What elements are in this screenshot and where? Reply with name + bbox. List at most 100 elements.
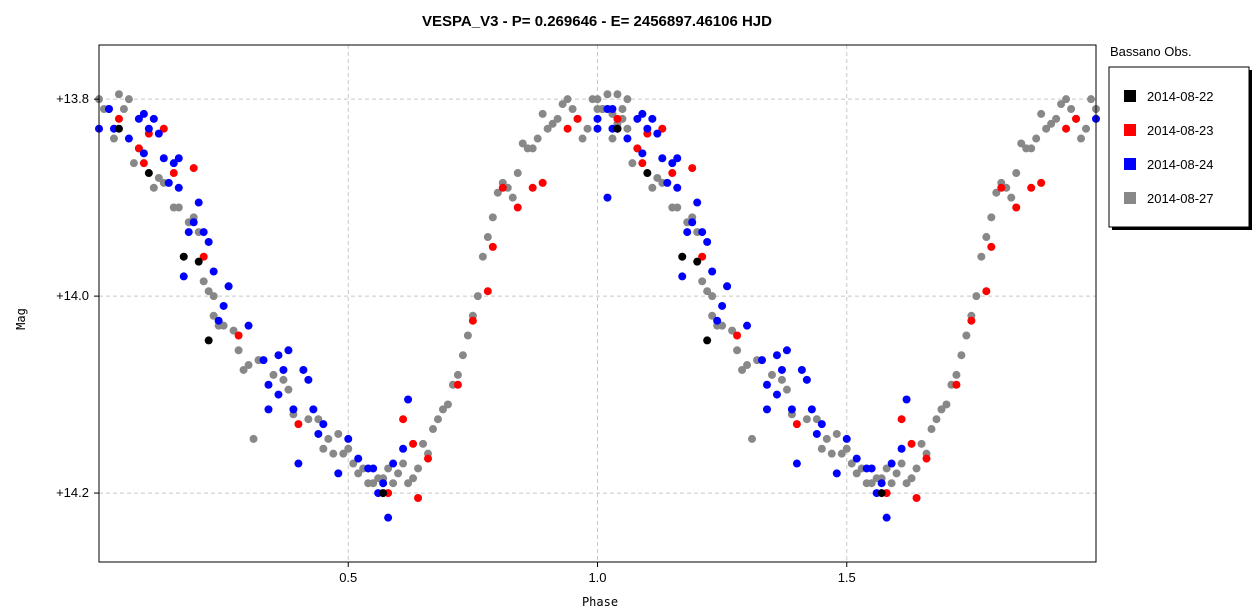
data-point <box>394 469 403 478</box>
data-point <box>688 218 697 227</box>
x-axis-label: Phase <box>582 595 618 609</box>
data-point <box>199 252 208 261</box>
data-point <box>114 90 123 99</box>
data-point <box>603 90 612 99</box>
data-point <box>199 228 208 237</box>
data-point <box>264 380 273 389</box>
data-point <box>882 464 891 473</box>
data-point <box>708 311 717 320</box>
data-point <box>613 90 622 99</box>
data-point <box>847 459 856 468</box>
legend-entry-label: 2014-08-22 <box>1147 89 1214 104</box>
data-point <box>812 415 821 424</box>
data-point <box>733 346 742 355</box>
data-point <box>428 425 437 434</box>
data-point <box>668 169 677 178</box>
data-point <box>593 114 602 123</box>
data-point <box>927 425 936 434</box>
data-point <box>443 400 452 409</box>
data-point <box>309 405 318 414</box>
data-point <box>159 124 168 133</box>
y-tick-label: +14.2 <box>56 485 89 500</box>
data-point <box>214 316 223 325</box>
data-point <box>458 351 467 360</box>
data-point <box>897 444 906 453</box>
data-point <box>174 183 183 192</box>
data-point <box>1007 193 1016 202</box>
data-point <box>633 114 642 123</box>
data-point <box>169 159 178 168</box>
data-point <box>179 272 188 281</box>
data-point <box>234 346 243 355</box>
data-point <box>1027 144 1036 153</box>
data-point <box>478 252 487 261</box>
data-point <box>279 375 288 384</box>
data-point <box>743 321 752 330</box>
data-point <box>219 301 228 310</box>
data-point <box>433 415 442 424</box>
data-point <box>683 228 692 237</box>
data-point <box>109 134 118 143</box>
data-point <box>1067 105 1076 114</box>
data-point <box>239 365 248 374</box>
axis-ticks: 0.5 1.0 1.5 +13.8 +14.0 +14.2 <box>56 91 856 585</box>
data-point <box>673 154 682 163</box>
data-point <box>294 459 303 468</box>
series-2014-08-23 <box>114 114 1081 502</box>
legend-swatch <box>1124 192 1136 204</box>
data-point <box>488 242 497 251</box>
data-point <box>294 420 303 429</box>
data-point <box>139 159 148 168</box>
data-point <box>837 449 846 458</box>
data-point <box>852 469 861 478</box>
data-point <box>782 385 791 394</box>
data-point <box>703 336 712 345</box>
data-point <box>488 213 497 222</box>
data-point <box>623 134 632 143</box>
data-point <box>334 469 343 478</box>
data-point <box>204 287 213 296</box>
data-point <box>912 493 921 502</box>
data-point <box>1037 178 1046 187</box>
data-point <box>832 469 841 478</box>
data-point <box>917 439 926 448</box>
data-point <box>718 321 727 330</box>
data-point <box>897 459 906 468</box>
data-point <box>134 114 143 123</box>
data-point <box>748 434 757 443</box>
data-point <box>762 380 771 389</box>
data-point <box>603 193 612 202</box>
data-point <box>124 95 133 104</box>
data-point <box>743 361 752 370</box>
data-point <box>648 183 657 192</box>
data-point <box>498 183 507 192</box>
data-point <box>608 134 617 143</box>
data-point <box>453 370 462 379</box>
data-point <box>952 380 961 389</box>
data-point <box>174 154 183 163</box>
data-point <box>518 139 527 148</box>
series-2014-08-24 <box>95 105 1100 522</box>
data-point <box>583 124 592 133</box>
data-point <box>354 469 363 478</box>
data-point <box>563 124 572 133</box>
data-point <box>1017 139 1026 148</box>
data-point <box>384 513 393 522</box>
data-point <box>114 124 123 133</box>
data-point <box>244 321 253 330</box>
data-point <box>618 105 627 114</box>
data-point <box>1077 134 1086 143</box>
data-point <box>623 124 632 133</box>
data-point <box>508 193 517 202</box>
data-point <box>264 405 273 414</box>
data-point <box>932 415 941 424</box>
data-point <box>638 149 647 158</box>
data-point <box>802 375 811 384</box>
legend-title: Bassano Obs. <box>1110 44 1192 59</box>
data-point <box>453 380 462 389</box>
data-point <box>538 109 547 118</box>
data-point <box>643 124 652 133</box>
data-point <box>1012 169 1021 178</box>
data-point <box>179 252 188 261</box>
